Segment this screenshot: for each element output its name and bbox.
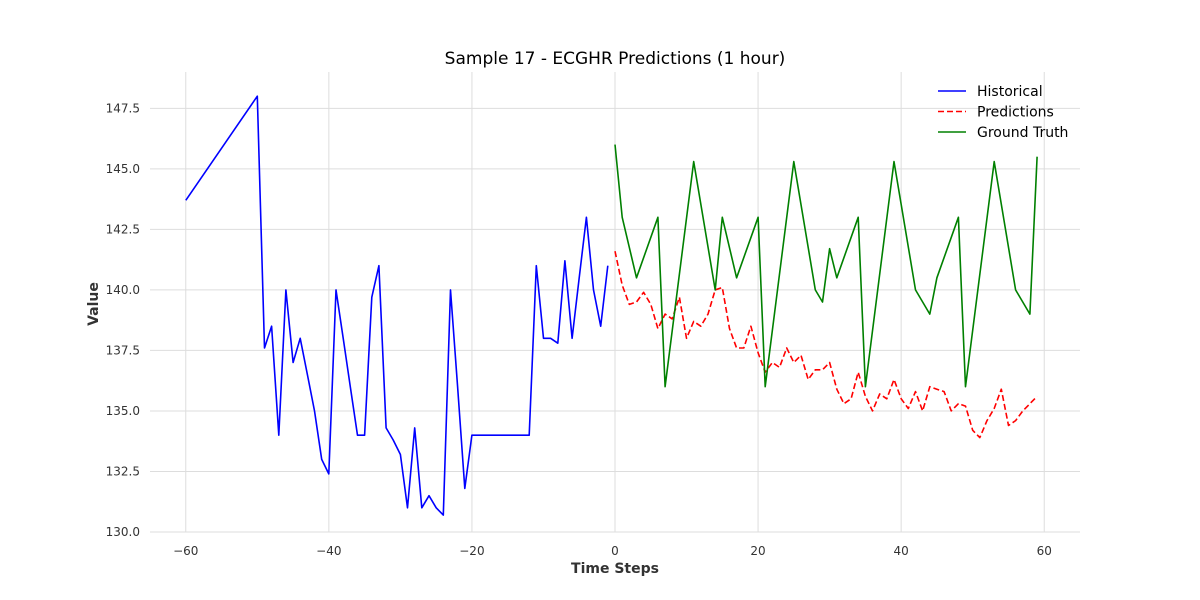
x-tick-label: 60 [1037,544,1052,558]
y-tick-label: 145.0 [106,162,140,176]
x-tick-label: 0 [611,544,619,558]
chart-title: Sample 17 - ECGHR Predictions (1 hour) [445,49,786,69]
y-tick-label: 132.5 [106,464,140,478]
x-tick-label: −20 [459,544,484,558]
x-tick-label: −40 [316,544,341,558]
y-tick-label: 142.5 [106,222,140,236]
legend-label-predictions: Predictions [977,105,1054,121]
grid-layer [150,72,1080,533]
y-tick-label: 140.0 [106,283,140,297]
series-line-predictions [614,251,1038,439]
tick-layer: −60 −40 −20 0 20 40 60 130.0 132.5 135.0 137.5 140.… [106,101,1052,558]
series-line-historical [185,95,609,516]
series-line-ground-truth [614,144,1038,388]
legend: Historical Predictions Ground Truth [938,84,1068,141]
legend-label-historical: Historical [977,84,1043,100]
y-tick-label: 137.5 [106,343,140,357]
y-axis-label: Value [86,282,102,326]
x-tick-label: 20 [750,544,765,558]
legend-label-ground-truth: Ground Truth [977,125,1068,141]
y-tick-label: 130.0 [106,525,140,539]
y-tick-label: 135.0 [106,404,140,418]
x-tick-label: −60 [173,544,198,558]
y-tick-label: 147.5 [106,101,140,115]
x-axis-label: Time Steps [571,561,659,577]
series-layer [185,95,1038,516]
x-tick-label: 40 [894,544,909,558]
